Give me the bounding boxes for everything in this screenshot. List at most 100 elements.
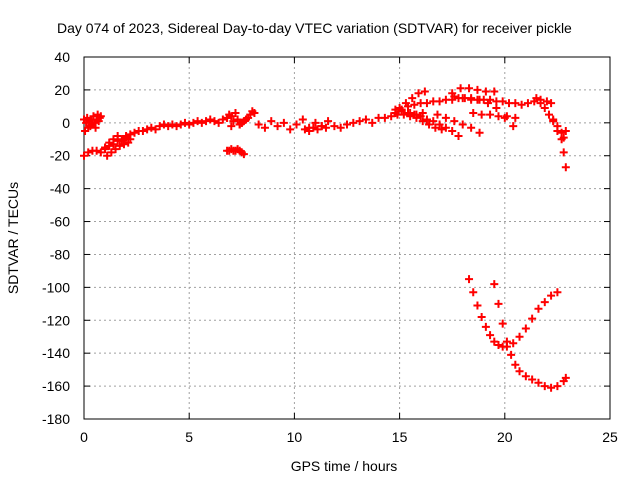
data-series xyxy=(223,145,248,159)
data-point xyxy=(147,123,156,132)
data-series xyxy=(80,110,105,136)
data-point xyxy=(458,94,467,103)
data-point xyxy=(475,128,484,137)
data-point xyxy=(321,123,330,132)
data-point xyxy=(387,112,396,121)
x-tick-label: 15 xyxy=(392,429,408,445)
data-point xyxy=(490,280,499,289)
data-point xyxy=(107,148,116,157)
data-point xyxy=(544,110,553,119)
data-point xyxy=(561,373,570,382)
data-series xyxy=(490,280,570,392)
data-point xyxy=(218,115,227,124)
data-point xyxy=(511,113,520,122)
data-point xyxy=(553,288,562,297)
y-axis: 40 20 0 -20 -40 -60 -80 -100 -120 -140 -160 -180 xyxy=(42,49,610,427)
data-point xyxy=(437,125,446,134)
data-point xyxy=(483,99,492,108)
data-point xyxy=(380,113,389,122)
data-point xyxy=(498,97,507,106)
data-point xyxy=(435,120,444,129)
data-point xyxy=(111,145,120,154)
data-series xyxy=(448,84,499,98)
data-point xyxy=(549,115,558,124)
data-point xyxy=(540,382,549,391)
data-point xyxy=(494,299,503,308)
data-series xyxy=(450,92,518,131)
data-series xyxy=(80,112,236,160)
data-point xyxy=(239,150,248,159)
data-point xyxy=(115,141,124,150)
data-series xyxy=(395,87,429,113)
data-point xyxy=(138,127,147,136)
data-point xyxy=(300,125,309,134)
grid xyxy=(84,57,610,419)
data-point xyxy=(119,140,128,149)
data-point xyxy=(486,110,495,119)
data-series xyxy=(469,108,520,122)
data-point xyxy=(349,118,358,127)
data-point xyxy=(412,113,421,122)
data-point xyxy=(465,84,474,93)
data-point xyxy=(231,108,240,117)
y-tick-label: -80 xyxy=(50,246,70,262)
data-point xyxy=(523,99,532,108)
data-point xyxy=(553,122,562,131)
data-point xyxy=(159,120,168,129)
data-point xyxy=(298,115,307,124)
data-point xyxy=(433,110,442,119)
data-point xyxy=(532,94,541,103)
data-point xyxy=(441,113,450,122)
y-tick-label: -160 xyxy=(42,378,70,394)
data-point xyxy=(467,123,476,132)
data-point xyxy=(502,337,511,346)
data-point xyxy=(547,291,556,300)
data-point xyxy=(475,95,484,104)
data-point xyxy=(406,112,415,121)
data-point xyxy=(477,312,486,321)
data-point xyxy=(425,120,434,129)
data-point xyxy=(467,95,476,104)
data-point xyxy=(542,97,551,106)
data-point xyxy=(391,105,400,114)
data-point xyxy=(292,120,301,129)
data-series xyxy=(532,94,570,172)
data-point xyxy=(214,118,223,127)
x-axis-label: GPS time / hours xyxy=(291,458,398,474)
data-point xyxy=(536,99,545,108)
data-point xyxy=(490,87,499,96)
data-point xyxy=(534,378,543,387)
data-point xyxy=(547,99,556,108)
data-point xyxy=(422,115,431,124)
data-point xyxy=(180,118,189,127)
data-point xyxy=(481,322,490,331)
data-point xyxy=(113,131,122,140)
y-tick-label: -100 xyxy=(42,279,70,295)
data-points xyxy=(80,84,570,392)
data-point xyxy=(559,133,568,142)
data-point xyxy=(528,314,537,323)
data-series xyxy=(549,115,570,142)
data-point xyxy=(164,122,173,131)
data-point xyxy=(361,115,370,124)
data-point xyxy=(91,123,100,132)
data-point xyxy=(534,304,543,313)
data-point xyxy=(509,122,518,131)
data-point xyxy=(422,99,431,108)
data-point xyxy=(486,331,495,340)
data-point xyxy=(233,115,242,124)
data-point xyxy=(515,367,524,376)
data-point xyxy=(540,104,549,113)
data-point xyxy=(227,122,236,131)
data-point xyxy=(122,133,131,142)
data-series xyxy=(235,107,259,129)
data-point xyxy=(540,298,549,307)
data-point xyxy=(494,340,503,349)
data-series xyxy=(406,112,446,134)
data-point xyxy=(260,123,269,132)
data-point xyxy=(450,117,459,126)
data-point xyxy=(225,110,234,119)
data-point xyxy=(410,100,419,109)
data-series xyxy=(465,275,562,351)
